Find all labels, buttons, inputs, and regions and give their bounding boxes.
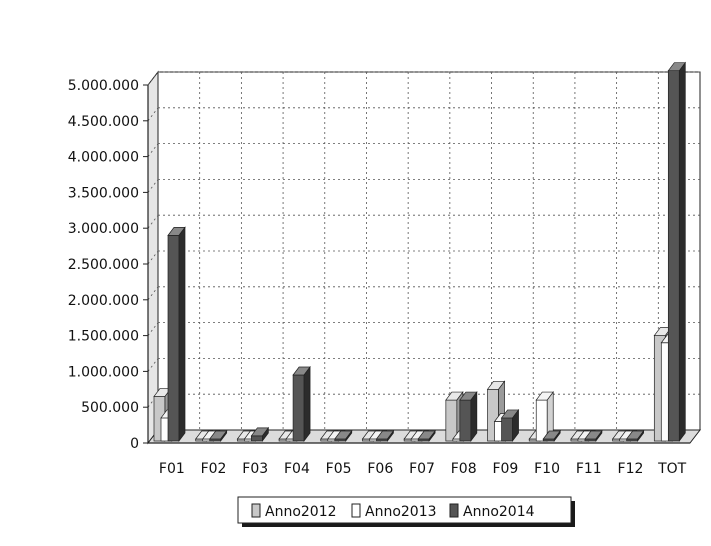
bar-Anno2014-TOT — [667, 61, 687, 443]
x-tick-label: F01 — [159, 461, 185, 477]
bar-side — [678, 61, 686, 443]
x-tick-label: F04 — [284, 461, 310, 477]
bar-Anno2014-F01 — [167, 226, 186, 443]
bar-Anno2014-F10 — [542, 429, 561, 443]
x-tick-label: F03 — [242, 461, 268, 477]
x-tick-label: F09 — [492, 461, 518, 477]
x-tick-label: F08 — [451, 461, 477, 477]
legend-label: Anno2013 — [365, 504, 437, 520]
bar-side — [428, 429, 436, 443]
y-tick-label: 500.000 — [81, 400, 139, 416]
bar-side — [637, 429, 644, 443]
y-tick-label: 0 — [130, 436, 139, 452]
y-tick-label: 3.500.000 — [68, 185, 139, 201]
bar-side — [178, 226, 186, 443]
x-tick-label: F10 — [534, 461, 560, 477]
bar-front — [292, 374, 305, 442]
y-tick-label: 3.000.000 — [68, 221, 139, 237]
bar-side — [220, 429, 228, 443]
bar-front — [501, 417, 513, 442]
x-tick-label: F06 — [367, 461, 393, 477]
bar-front — [445, 399, 458, 442]
bar-side — [595, 429, 603, 443]
legend-box — [237, 496, 572, 524]
bar-Anno2014-F04 — [292, 365, 311, 443]
legend-swatch — [449, 503, 459, 518]
bar-Anno2014-F07 — [417, 429, 436, 443]
bar-Anno2014-F03 — [250, 426, 270, 443]
bar-Anno2014-F02 — [208, 429, 228, 443]
legend-swatch — [351, 503, 361, 518]
bar-Anno2014-F09 — [500, 408, 520, 443]
x-tick-label: F05 — [326, 461, 352, 477]
plot-side-wall — [147, 70, 159, 445]
bar-side — [345, 429, 353, 443]
bar-Anno2014-F06 — [375, 429, 395, 443]
x-tick-label: F02 — [201, 461, 227, 477]
bar-side — [553, 429, 561, 443]
bar-Anno2014-F05 — [334, 429, 353, 443]
legend-label: Anno2014 — [463, 504, 535, 520]
y-tick-label: 4.000.000 — [68, 150, 139, 166]
bar-side — [470, 390, 478, 443]
bar-Anno2014-F08 — [459, 390, 478, 443]
legend-swatch — [251, 503, 261, 518]
bar-side — [512, 408, 519, 443]
bar-front — [535, 399, 548, 442]
x-tick-label: F07 — [409, 461, 435, 477]
bar-side — [303, 365, 311, 443]
y-tick-label: 5.000.000 — [68, 78, 139, 94]
bar-side — [262, 426, 269, 443]
bar-front — [667, 70, 680, 442]
y-tick-label: 1.000.000 — [68, 364, 139, 380]
y-tick-label: 4.500.000 — [68, 114, 139, 130]
legend: Anno2012 Anno2013 Anno2014 — [237, 496, 575, 527]
bar-front — [459, 399, 472, 442]
y-tick-label: 2.000.000 — [68, 293, 139, 309]
bar-side — [387, 429, 394, 443]
bar-Anno2014-F11 — [584, 429, 603, 443]
x-tick-label: F11 — [576, 461, 602, 477]
y-tick-label: 2.500.000 — [68, 257, 139, 273]
bar-Anno2014-F12 — [625, 429, 645, 443]
bar-front — [167, 235, 180, 442]
bar-front — [251, 435, 263, 442]
y-tick-label: 1.500.000 — [68, 329, 139, 345]
legend-label: Anno2012 — [265, 504, 337, 520]
x-tick-label: TOT — [657, 461, 687, 477]
x-tick-label: F12 — [618, 461, 644, 477]
